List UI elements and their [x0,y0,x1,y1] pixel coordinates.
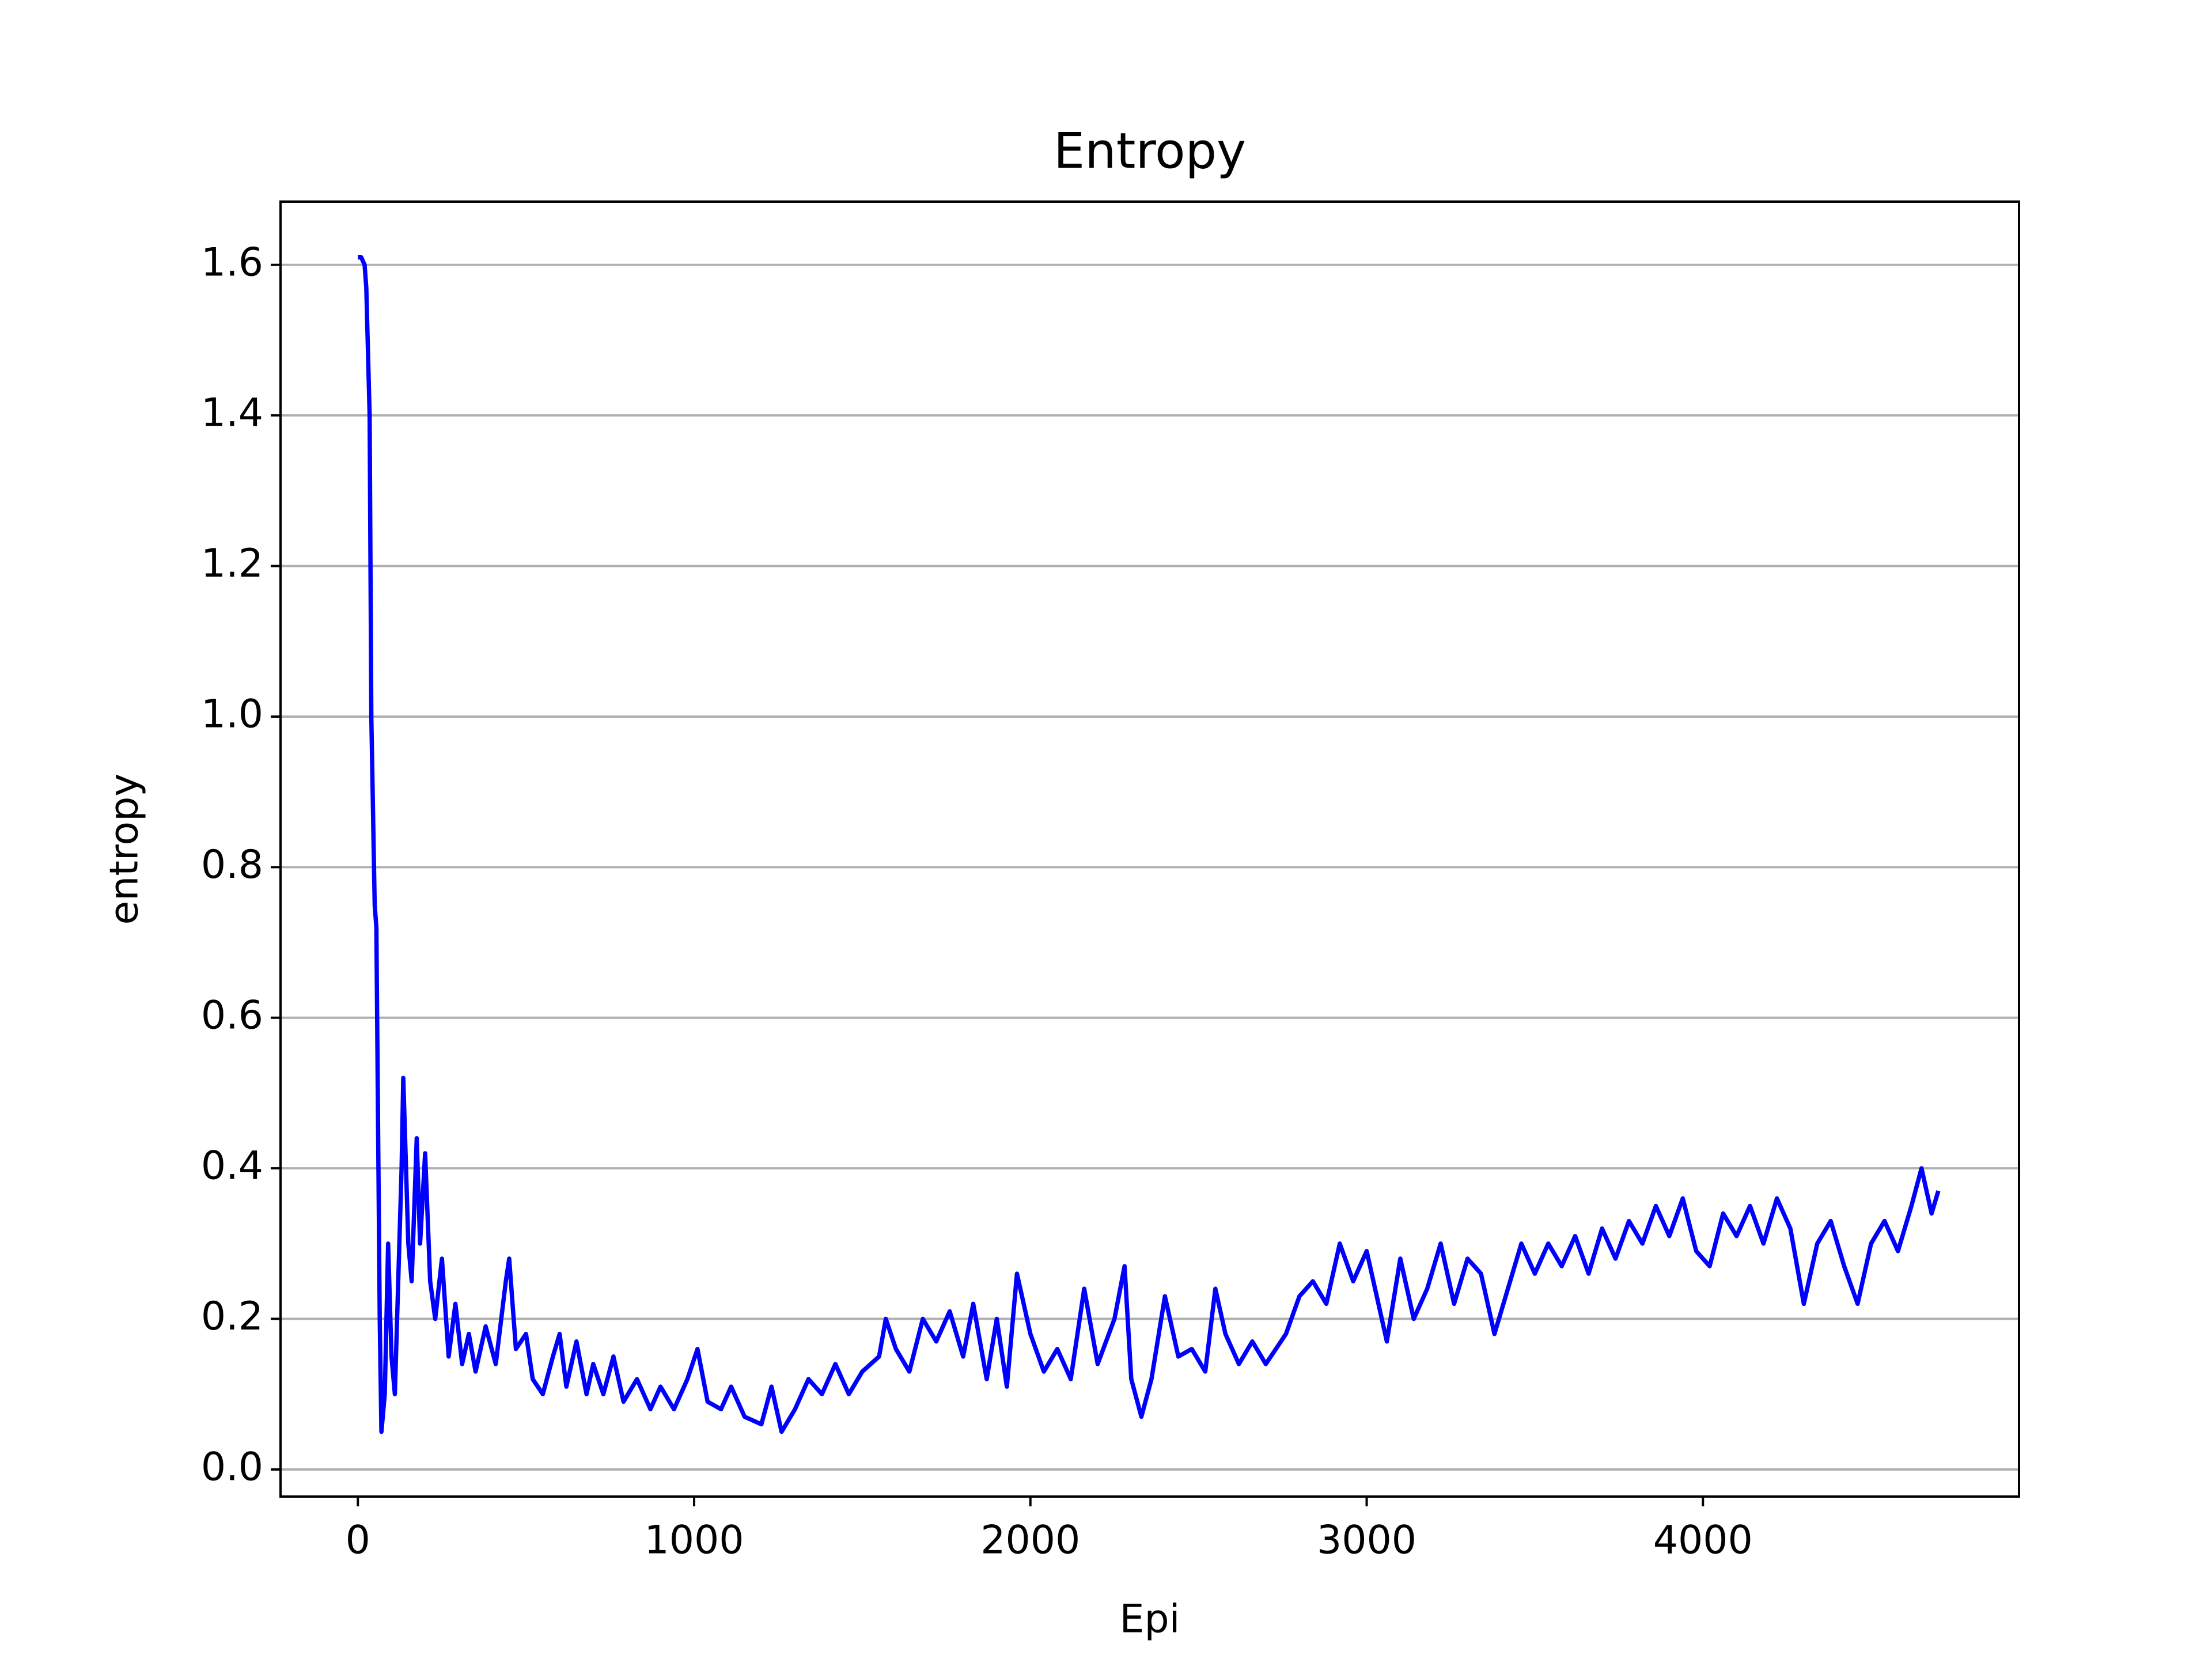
y-tick-label: 1.2 [201,541,263,586]
y-tick-label: 0.0 [201,1444,263,1490]
y-tick-label: 0.4 [201,1143,263,1189]
y-tick-label: 0.2 [201,1294,263,1339]
chart-title: Entropy [1054,122,1246,180]
line [358,255,1941,1434]
x-tick-label: 4000 [1653,1518,1753,1563]
x-axis-label: Epi [1119,1597,1180,1642]
x-tick-label: 3000 [1317,1518,1416,1563]
plot-frame [279,200,2020,1498]
y-tick-label: 1.4 [201,391,263,436]
y-tick-label: 0.8 [201,842,263,888]
y-tick-label: 1.6 [201,240,263,285]
x-tick-label: 1000 [644,1518,744,1563]
x-tick-label: 0 [346,1518,370,1563]
x-tick-label: 2000 [980,1518,1080,1563]
y-tick-label: 0.6 [201,993,263,1038]
y-tick-label: 1.0 [201,692,263,737]
y-axis-label: entropy [102,773,147,925]
